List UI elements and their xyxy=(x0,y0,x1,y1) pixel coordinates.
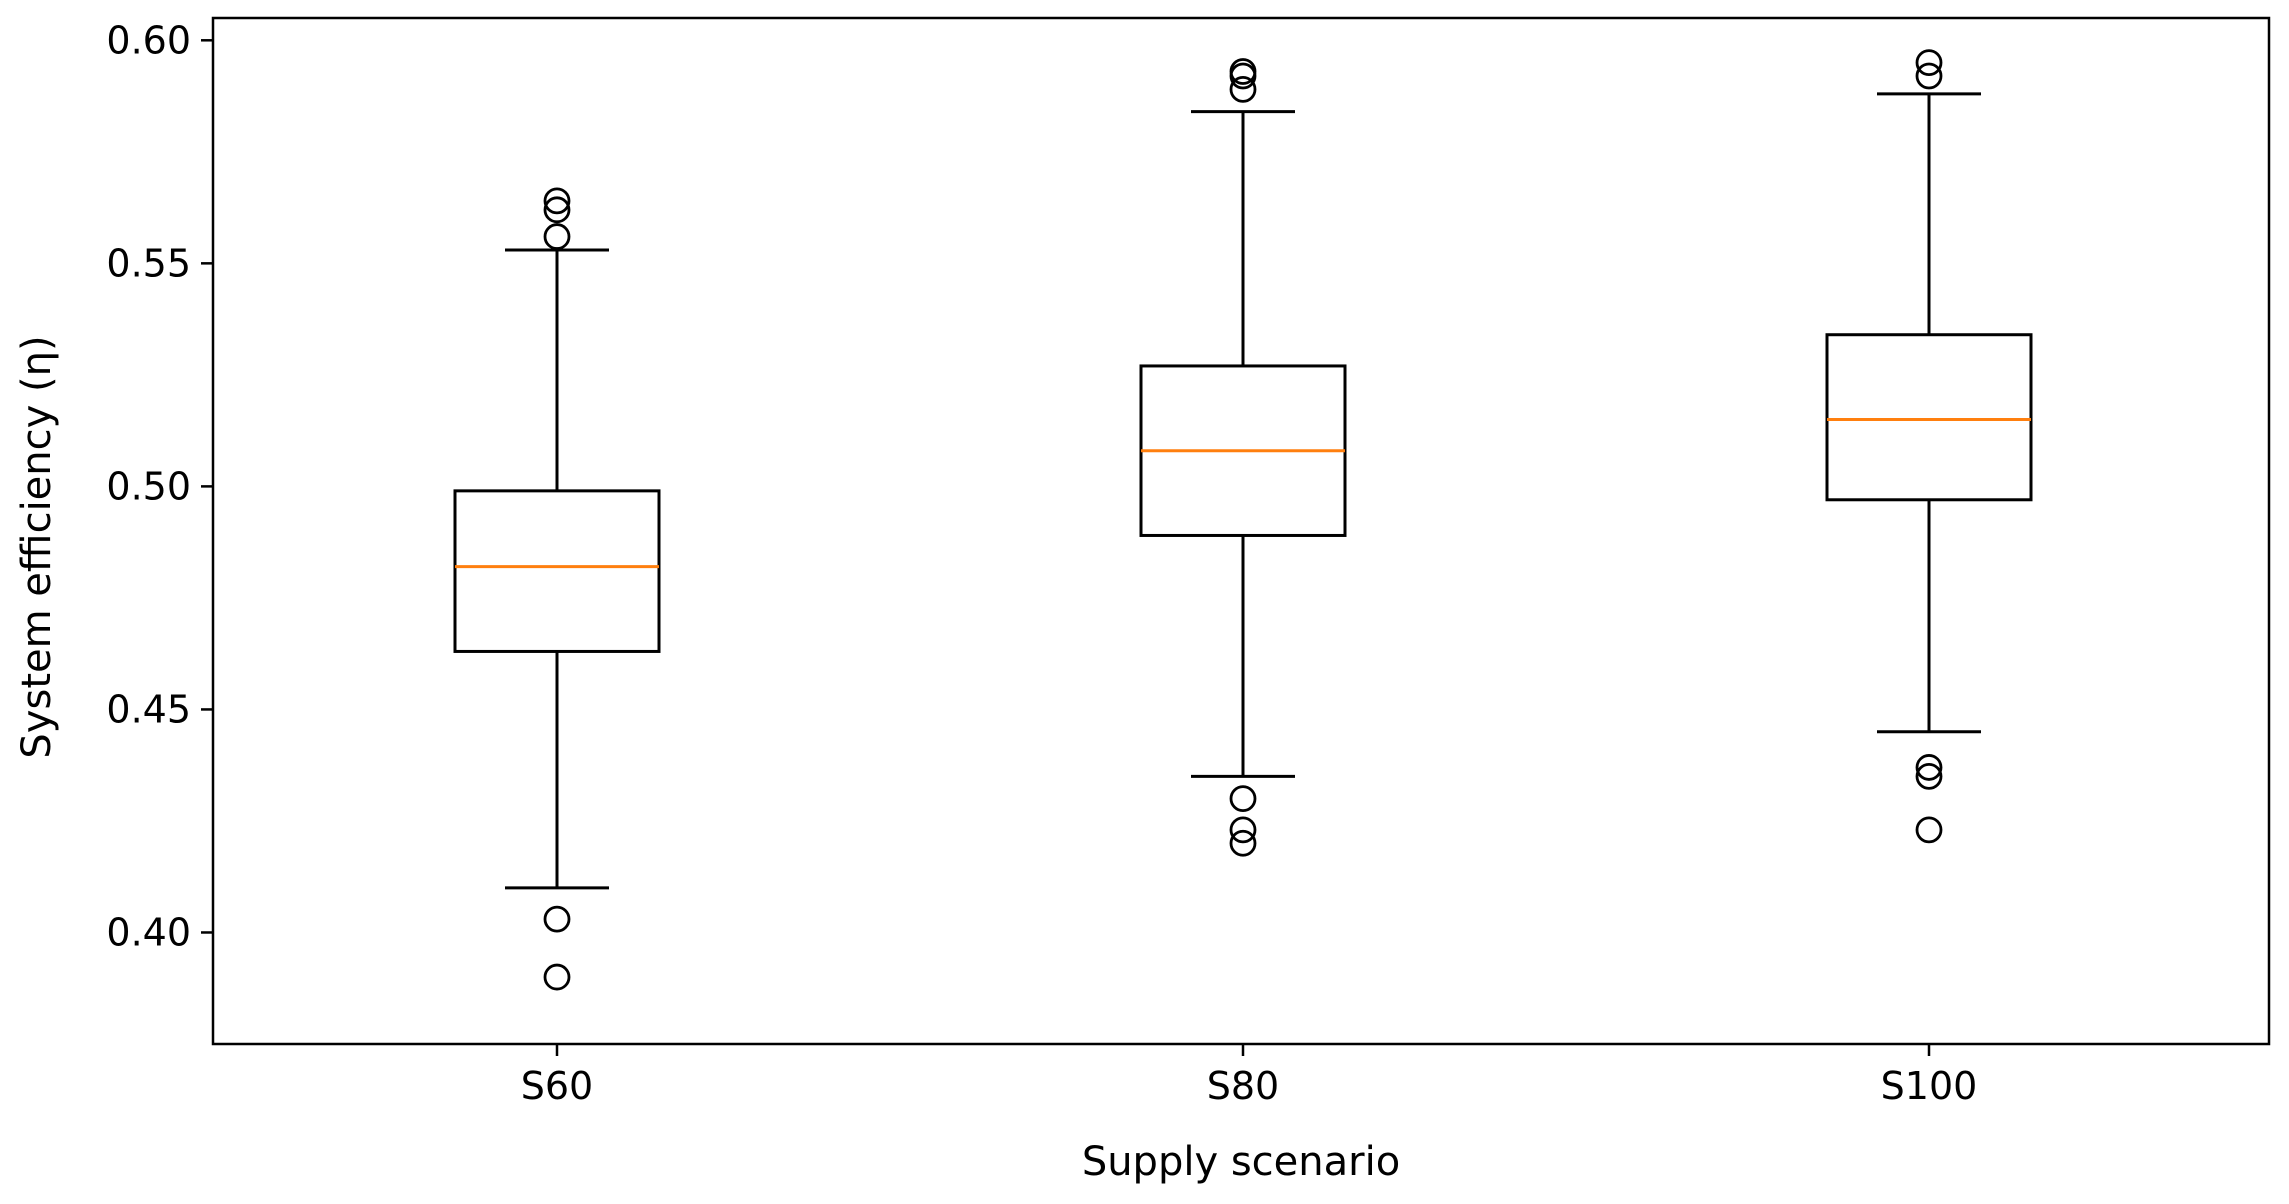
iqr-box xyxy=(1825,333,2033,502)
outlier-point xyxy=(1915,62,1943,90)
outlier-point xyxy=(1229,816,1257,844)
plot-frame xyxy=(211,16,2271,1046)
outlier-point xyxy=(543,905,571,933)
outlier-point xyxy=(543,187,571,215)
outlier-point xyxy=(1915,762,1943,790)
y-axis-title: System efficiency (η) xyxy=(14,335,60,758)
y-tick-label: 0.60 xyxy=(106,18,191,62)
y-tick-label: 0.50 xyxy=(106,464,191,508)
outlier-point xyxy=(1915,816,1943,844)
x-tick-label: S60 xyxy=(521,1064,593,1108)
x-axis: S60 S80 S100 xyxy=(521,1044,1978,1108)
y-tick-label: 0.40 xyxy=(106,910,191,954)
box-group-s100 xyxy=(1825,49,2033,844)
outlier-point xyxy=(543,963,571,991)
outlier-point xyxy=(1915,754,1943,781)
outlier-point xyxy=(543,223,571,250)
y-tick-label: 0.55 xyxy=(106,241,191,285)
box-group-s60 xyxy=(453,187,661,991)
box-group-s80 xyxy=(1139,58,1347,857)
outlier-point xyxy=(543,196,571,224)
x-tick-label: S100 xyxy=(1881,1064,1978,1108)
outlier-point xyxy=(1229,62,1257,90)
y-axis: 0.40 0.45 0.50 0.55 0.60 xyxy=(106,18,213,954)
x-tick-label: S80 xyxy=(1207,1064,1279,1108)
outlier-point xyxy=(1229,785,1257,813)
iqr-box xyxy=(453,489,661,653)
y-tick-label: 0.45 xyxy=(106,687,191,731)
outlier-point xyxy=(1229,75,1257,103)
x-axis-title: Supply scenario xyxy=(1082,1139,1400,1185)
outlier-point xyxy=(1229,829,1257,857)
plot-area xyxy=(453,49,2033,991)
outlier-point xyxy=(1915,49,1943,77)
